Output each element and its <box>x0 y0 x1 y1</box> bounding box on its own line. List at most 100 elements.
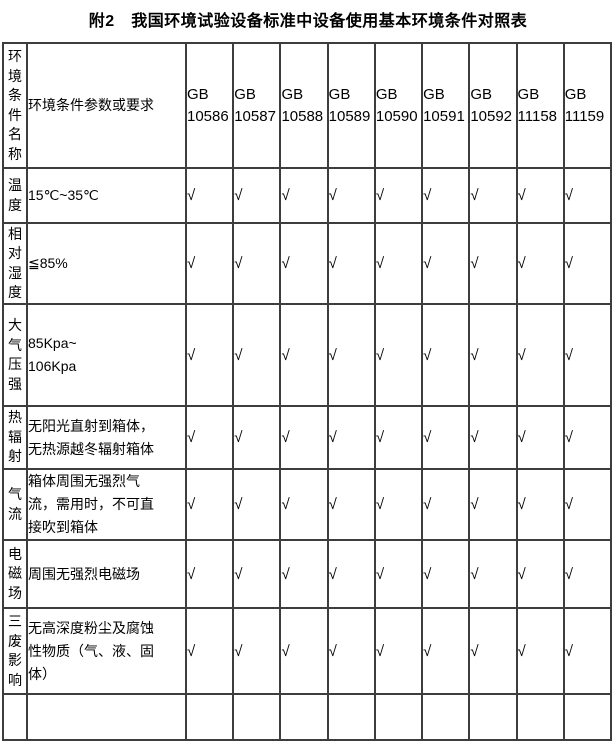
standard-code: 10589 <box>328 107 371 125</box>
corner-header-label: 环境条件名称 <box>8 48 22 162</box>
check-cell: √ <box>184 539 235 609</box>
row-label-cell: 热辐射 <box>2 405 28 470</box>
table-row: 电磁场 周围无强烈电磁场 √ √ √ √ √ √ √ √ √ <box>2 539 613 609</box>
standard-code: 11158 <box>517 107 558 125</box>
check-cell: √ <box>421 167 471 224</box>
check-cell: √ <box>232 222 282 305</box>
standard-code: 10590 <box>375 107 418 125</box>
check-cell: √ <box>468 405 518 470</box>
standard-header-cell: GB 10586 <box>184 42 235 169</box>
table-head: 环境条件名称 环境条件参数或要求 GB 10586 GB 10587 GB 10588 GB 10… <box>2 42 613 169</box>
standard-header-cell: GB 10591 <box>421 42 471 169</box>
check-cell: √ <box>373 303 424 407</box>
check-cell: √ <box>279 405 329 470</box>
check-cell: √ <box>326 539 376 609</box>
standard-org: GB <box>234 85 256 103</box>
param-cell: 无阳光直射到箱体， 无热源越冬辐射箱体 <box>26 405 187 470</box>
check-cell: √ <box>373 167 424 224</box>
param-cell <box>26 693 187 741</box>
check-cell: √ <box>279 303 329 407</box>
check-cell: √ <box>468 539 518 609</box>
standard-code: 10586 <box>187 107 229 125</box>
row-label: 气流 <box>8 486 22 522</box>
check-cell: √ <box>468 468 518 541</box>
check-cell: √ <box>373 222 424 305</box>
check-cell: √ <box>515 607 565 695</box>
check-cell <box>562 693 613 741</box>
check-cell: √ <box>184 607 235 695</box>
table-body: 温度 15℃~35℃ √ √ √ √ √ √ √ √ √ 相对湿度 ≦85% √ √ √ √ √ √ √ √ √ 大气压强 8… <box>2 167 613 741</box>
check-cell: √ <box>373 539 424 609</box>
check-cell: √ <box>562 468 613 541</box>
row-label-cell: 气流 <box>2 468 28 541</box>
check-cell: √ <box>421 539 471 609</box>
check-cell: √ <box>326 167 376 224</box>
row-label: 大气压强 <box>8 317 22 392</box>
standard-header-cell: GB 11158 <box>515 42 565 169</box>
check-cell: √ <box>421 405 471 470</box>
check-cell: √ <box>326 405 376 470</box>
corner-header-cell: 环境条件名称 <box>2 42 28 169</box>
check-cell: √ <box>184 405 235 470</box>
standard-code: 10592 <box>470 107 513 125</box>
check-cell: √ <box>562 405 613 470</box>
check-cell: √ <box>326 468 376 541</box>
standard-code: 10588 <box>281 107 324 125</box>
header-row: 环境条件名称 环境条件参数或要求 GB 10586 GB 10587 GB 10588 GB 10… <box>2 42 613 169</box>
table-row-partial <box>2 693 613 741</box>
check-cell: √ <box>515 539 565 609</box>
row-label: 三废影响 <box>8 613 22 688</box>
table-row: 三废影响 无高深度粉尘及腐蚀 性物质（气、液、固 体） √ √ √ √ √ √ √ √ √ <box>2 607 613 695</box>
check-cell: √ <box>515 222 565 305</box>
check-cell: √ <box>562 222 613 305</box>
standard-org: GB <box>470 85 492 103</box>
check-cell: √ <box>421 303 471 407</box>
check-cell: √ <box>515 167 565 224</box>
row-label-cell <box>2 693 28 741</box>
table-row: 大气压强 85Kpa~ 106Kpa √ √ √ √ √ √ √ √ √ <box>2 303 613 407</box>
param-header-cell: 环境条件参数或要求 <box>26 42 187 169</box>
row-label: 电磁场 <box>8 545 22 601</box>
check-cell: √ <box>421 607 471 695</box>
table-row: 相对湿度 ≦85% √ √ √ √ √ √ √ √ √ <box>2 222 613 305</box>
standard-code: 10587 <box>234 107 276 125</box>
check-cell: √ <box>232 539 282 609</box>
check-cell: √ <box>515 405 565 470</box>
standard-org: GB <box>423 85 445 103</box>
param-header-label: 环境条件参数或要求 <box>28 97 154 113</box>
check-cell: √ <box>373 468 424 541</box>
standard-header-cell: GB 10589 <box>326 42 376 169</box>
table-row: 气流 箱体周围无强烈气 流，需用时，不可直 接吹到箱体 √ √ √ √ √ √ √ √ √ <box>2 468 613 541</box>
check-cell <box>468 693 518 741</box>
check-cell: √ <box>184 303 235 407</box>
check-cell: √ <box>562 539 613 609</box>
check-cell: √ <box>232 167 282 224</box>
check-cell: √ <box>373 607 424 695</box>
check-cell: √ <box>279 607 329 695</box>
check-cell: √ <box>515 468 565 541</box>
check-cell: √ <box>421 468 471 541</box>
standard-org: GB <box>281 85 304 103</box>
row-label-cell: 温度 <box>2 167 28 224</box>
check-cell <box>326 693 376 741</box>
check-cell: √ <box>468 607 518 695</box>
check-cell: √ <box>279 222 329 305</box>
check-cell: √ <box>468 167 518 224</box>
check-cell: √ <box>326 303 376 407</box>
check-cell: √ <box>232 303 282 407</box>
check-cell: √ <box>562 303 613 407</box>
row-label: 相对湿度 <box>8 225 22 301</box>
check-cell: √ <box>232 405 282 470</box>
check-cell: √ <box>562 167 613 224</box>
comparison-table: 环境条件名称 环境条件参数或要求 GB 10586 GB 10587 GB 10588 GB 10… <box>2 42 613 741</box>
check-cell: √ <box>184 167 235 224</box>
check-cell: √ <box>279 539 329 609</box>
check-cell: √ <box>326 607 376 695</box>
row-label-cell: 三废影响 <box>2 607 28 695</box>
param-cell: 无高深度粉尘及腐蚀 性物质（气、液、固 体） <box>26 607 187 695</box>
check-cell <box>184 693 235 741</box>
standard-code: 10591 <box>423 107 465 125</box>
row-label-cell: 相对湿度 <box>2 222 28 305</box>
row-label-cell: 电磁场 <box>2 539 28 609</box>
check-cell <box>515 693 565 741</box>
